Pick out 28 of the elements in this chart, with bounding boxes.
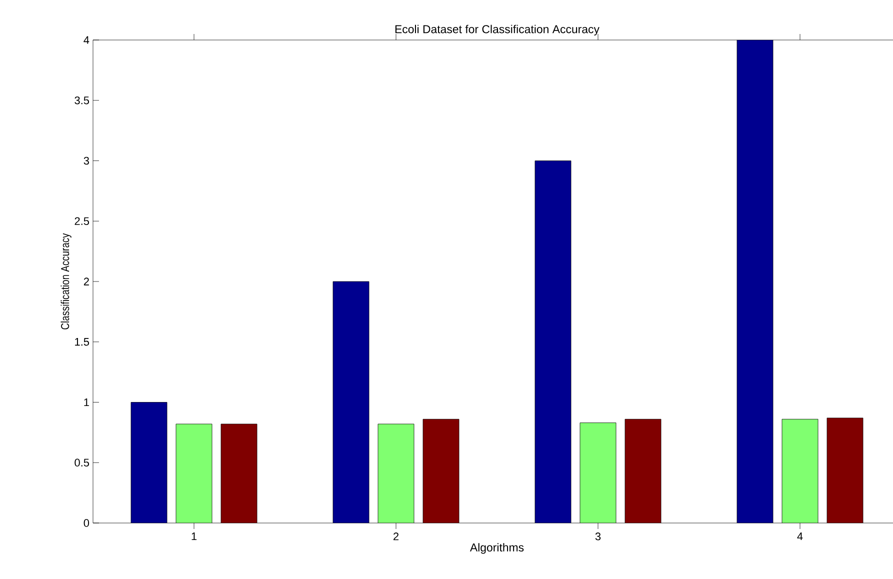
- y-axis-title: Classification Accuracy: [60, 233, 72, 330]
- y-tick-label: 0.5: [74, 458, 90, 467]
- x-tick-label: 4: [797, 532, 803, 540]
- bar: [624, 418, 662, 523]
- y-tick-label: 3.5: [74, 96, 90, 104]
- bar: [736, 40, 774, 523]
- bar: [782, 418, 818, 523]
- y-tick-label: 1.5: [75, 338, 90, 346]
- x-axis-title: Algorithms: [470, 543, 524, 554]
- y-tick-label: 3: [84, 156, 89, 165]
- y-tick-label: 2: [84, 278, 89, 286]
- x-tick-label: 3: [595, 532, 601, 540]
- y-tick-label: 2.5: [74, 217, 90, 226]
- bar: [176, 424, 212, 523]
- bar: [220, 424, 258, 523]
- bar: [130, 402, 168, 523]
- chart-title: Ecoli Dataset for Classification Accuracy: [395, 24, 600, 36]
- x-tick-label: 2: [394, 532, 399, 540]
- bar: [534, 160, 572, 523]
- x-tick-label: 1: [192, 532, 197, 540]
- y-tick-label: 4: [84, 36, 90, 44]
- y-tick-label: 0: [84, 519, 90, 527]
- bar: [580, 422, 616, 523]
- bar: [422, 418, 460, 523]
- bar: [378, 424, 414, 523]
- bar: [332, 281, 370, 523]
- y-tick-label: 1: [84, 398, 89, 406]
- bar: [826, 418, 864, 523]
